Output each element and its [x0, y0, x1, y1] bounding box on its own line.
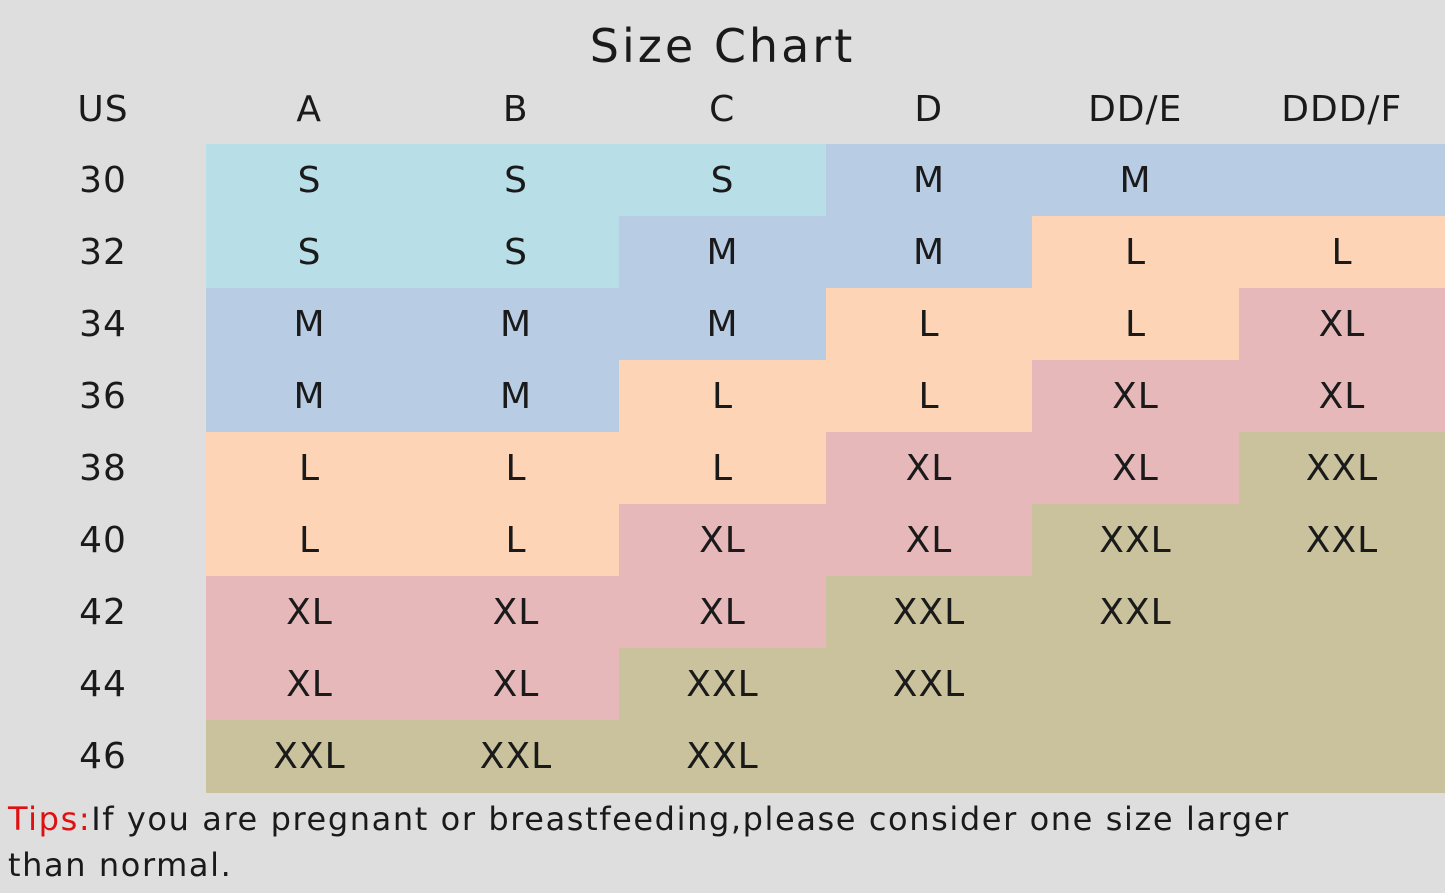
size-cell: XL — [206, 648, 413, 721]
column-header: DDD/F — [1281, 88, 1403, 130]
size-cell: L — [206, 504, 413, 577]
size-cell: XXL — [412, 720, 620, 793]
row-header: 40 — [79, 519, 127, 561]
size-cell: M — [825, 144, 1033, 217]
size-cell: XL — [412, 576, 620, 649]
size-cell: XL — [619, 504, 826, 577]
size-cell: S — [412, 216, 620, 289]
size-cell: XL — [206, 576, 413, 649]
size-cell: XL — [825, 504, 1033, 577]
size-cell: XXL — [619, 720, 826, 793]
size-cell: XL — [825, 432, 1033, 505]
size-cell: L — [412, 504, 620, 577]
size-cell: XXL — [619, 648, 826, 721]
size-cell: M — [619, 288, 826, 361]
size-cell: XXL — [1238, 504, 1445, 577]
size-cell: M — [206, 360, 413, 433]
size-cell — [1238, 648, 1445, 721]
size-cell: L — [412, 432, 620, 505]
size-cell: XXL — [1238, 432, 1445, 505]
size-cell: M — [825, 216, 1033, 289]
column-header: DD/E — [1088, 88, 1183, 130]
size-cell: L — [825, 288, 1033, 361]
column-header: US — [77, 88, 129, 130]
size-cell: L — [1032, 216, 1239, 289]
size-cell: S — [206, 216, 413, 289]
tips-label: Tips: — [8, 800, 92, 838]
size-cell: XL — [1238, 288, 1445, 361]
row-header: 42 — [79, 591, 127, 633]
size-cell: L — [825, 360, 1033, 433]
size-cell: L — [1238, 216, 1445, 289]
row-header: 36 — [79, 375, 127, 417]
size-cell: XXL — [825, 648, 1033, 721]
title: Size Chart — [589, 19, 856, 73]
row-header: 30 — [79, 159, 127, 201]
size-cell: M — [206, 288, 413, 361]
size-cell — [1238, 144, 1445, 217]
size-cell: M — [1032, 144, 1239, 217]
size-cell: XXL — [206, 720, 413, 793]
size-cell: L — [619, 432, 826, 505]
row-header: 38 — [79, 447, 127, 489]
row-header: 46 — [79, 735, 127, 777]
size-cell — [1238, 720, 1445, 793]
row-header: 44 — [79, 663, 127, 705]
row-header: 34 — [79, 303, 127, 345]
column-header: D — [914, 88, 944, 130]
size-cell: S — [619, 144, 826, 217]
size-cell: L — [206, 432, 413, 505]
size-cell: M — [412, 360, 620, 433]
tips-text: If you are pregnant or breastfeeding,ple… — [8, 800, 1290, 884]
size-cell — [1032, 648, 1239, 721]
size-cell: XXL — [825, 576, 1033, 649]
size-cell: L — [1032, 288, 1239, 361]
row-header: 32 — [79, 231, 127, 273]
size-cell — [1238, 576, 1445, 649]
size-cell: XXL — [1032, 504, 1239, 577]
size-cell: XL — [412, 648, 620, 721]
size-cell: XL — [1032, 432, 1239, 505]
size-cell: S — [206, 144, 413, 217]
tips: Tips:If you are pregnant or breastfeedin… — [8, 796, 1348, 888]
size-cell: L — [619, 360, 826, 433]
column-header: B — [502, 88, 529, 130]
size-cell: M — [412, 288, 620, 361]
size-cell: XL — [619, 576, 826, 649]
size-cell: XL — [1032, 360, 1239, 433]
column-header: A — [296, 88, 323, 130]
size-cell: M — [619, 216, 826, 289]
size-cell: XXL — [1032, 576, 1239, 649]
size-cell: S — [412, 144, 620, 217]
size-cell — [1032, 720, 1239, 793]
size-cell: XL — [1238, 360, 1445, 433]
column-header: C — [709, 88, 736, 130]
size-cell — [825, 720, 1033, 793]
